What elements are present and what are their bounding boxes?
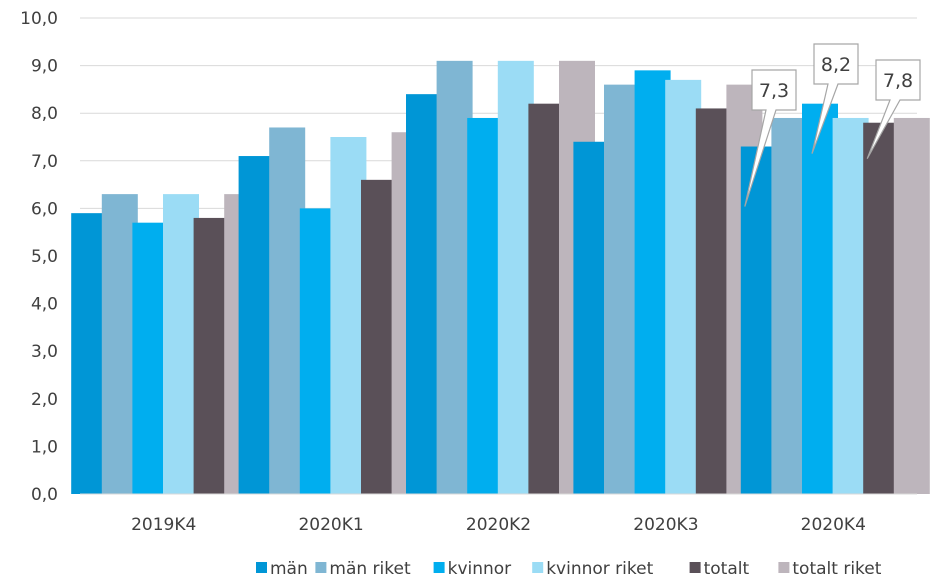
data-label-callout: 7,3 [744, 69, 797, 207]
bar [740, 146, 777, 494]
legend-label: män [270, 559, 308, 579]
x-tick-label: 2020K3 [633, 515, 698, 535]
bar [330, 137, 367, 494]
bar [802, 103, 838, 495]
bar [163, 194, 199, 494]
legend: män män riket kvinnor kvinnor riket totalt to… [256, 559, 882, 579]
legend-item: män [256, 559, 308, 579]
data-label-callout: 8,2 [811, 43, 859, 154]
bar [101, 194, 138, 494]
x-axis: 2019K4 2020K1 2020K2 2020K3 2020K4 [80, 493, 917, 535]
bar [406, 94, 442, 494]
y-tick-label: 9,0 [31, 57, 58, 77]
y-tick-label: 8,0 [31, 104, 58, 124]
bar [893, 117, 930, 495]
legend-swatch [689, 562, 701, 573]
legend-swatch [315, 562, 327, 573]
x-tick-label: 2019K4 [131, 515, 196, 535]
y-tick-label: 4,0 [31, 295, 58, 315]
y-tick-label: 1,0 [31, 437, 58, 457]
callout-bubble [866, 59, 921, 160]
bar [71, 213, 108, 494]
bar [832, 117, 869, 495]
legend-label: kvinnor [448, 559, 512, 579]
x-tick-label: 2020K2 [466, 515, 531, 535]
legend-swatch [433, 562, 445, 573]
callout-bubble [744, 69, 797, 207]
bar [299, 208, 336, 494]
y-tick-label: 5,0 [31, 247, 58, 267]
bar [528, 103, 565, 495]
bar [238, 156, 275, 495]
bar [361, 179, 397, 494]
legend-label: kvinnor riket [546, 559, 653, 579]
data-label-callout: 7,8 [866, 59, 921, 160]
bar [269, 127, 306, 494]
x-tick-label: 2020K4 [801, 515, 866, 535]
legend-label: totalt riket [792, 559, 881, 579]
data-label: 7,8 [883, 70, 913, 92]
data-label: 8,2 [821, 54, 851, 76]
x-tick-label: 2020K1 [298, 515, 363, 535]
legend-item: kvinnor riket [532, 559, 654, 579]
bar [193, 217, 230, 495]
legend-item: kvinnor [433, 559, 512, 579]
y-tick-label: 6,0 [31, 199, 58, 219]
callout-bubble [811, 43, 859, 154]
bar [132, 222, 169, 494]
bar [497, 60, 534, 495]
y-tick-label: 3,0 [31, 342, 58, 362]
legend-swatch [256, 562, 267, 573]
legend-item: män riket [315, 559, 411, 579]
data-label: 7,3 [759, 80, 789, 102]
y-tick-label: 2,0 [31, 390, 58, 410]
bar [467, 117, 504, 495]
legend-item: totalt [689, 559, 750, 579]
y-tick-label: 0,0 [31, 485, 58, 505]
bar [436, 60, 473, 495]
y-axis-tick-labels: 0,0 1,0 2,0 3,0 4,0 5,0 6,0 7,0 8,0 9,0 10,0 [20, 9, 58, 505]
legend-swatch [532, 562, 544, 573]
bars [71, 60, 930, 495]
bar [634, 70, 671, 495]
bar [771, 117, 808, 495]
bar [695, 108, 732, 494]
legend-swatch [778, 562, 790, 573]
bar [665, 79, 702, 494]
bar [604, 84, 640, 494]
legend-label: män riket [329, 559, 411, 579]
data-label-callouts: 7,3 8,2 7,8 [744, 43, 921, 207]
bar [573, 141, 610, 494]
y-tick-label: 7,0 [31, 152, 58, 172]
legend-item: totalt riket [778, 559, 882, 579]
y-tick-label: 10,0 [20, 9, 58, 29]
legend-label: totalt [704, 559, 750, 579]
bar [863, 122, 900, 494]
